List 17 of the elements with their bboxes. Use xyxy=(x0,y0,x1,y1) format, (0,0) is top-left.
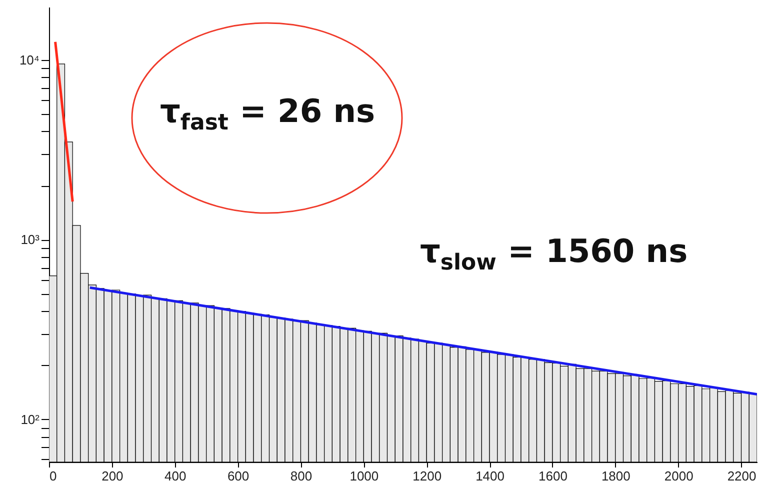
x-tick-label: 1200 xyxy=(412,468,442,484)
x-tick-label: 1600 xyxy=(538,468,568,484)
annotation: τ$_{fast}$ = 26 ns xyxy=(160,92,376,136)
x-tick-label: 200 xyxy=(102,468,124,484)
y-tick-label: 10² xyxy=(20,412,40,427)
x-tick-label: 1000 xyxy=(350,468,379,484)
x-tick-label: 0 xyxy=(50,468,57,484)
x-tick-label: 2200 xyxy=(727,468,756,484)
x-tick-label: 800 xyxy=(290,468,312,484)
x-tick-label: 600 xyxy=(227,468,250,484)
x-tick-label: 1800 xyxy=(601,468,630,484)
y-tick-label: 10³ xyxy=(20,232,40,248)
annotation: τ$_{slow}$ = 1560 ns xyxy=(420,232,688,276)
x-tick-label: 2000 xyxy=(664,468,694,484)
x-tick-label: 1400 xyxy=(476,468,504,484)
y-tick-label: 10⁴ xyxy=(19,52,40,68)
x-tick-label: 400 xyxy=(164,468,186,484)
